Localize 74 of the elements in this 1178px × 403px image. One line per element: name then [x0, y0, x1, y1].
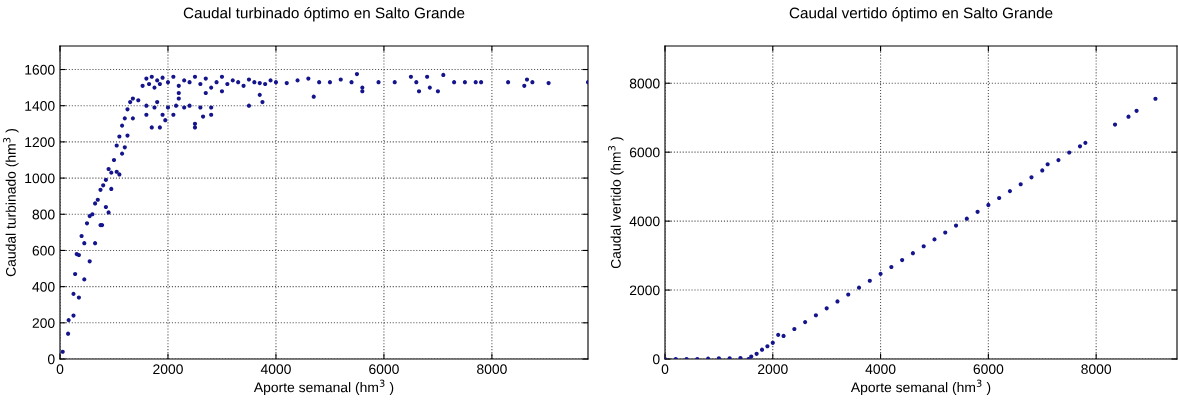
point [1045, 162, 1050, 167]
point [770, 340, 775, 345]
chart-title: Caudal turbinado óptimo en Salto Grande [183, 6, 465, 22]
point [986, 202, 991, 207]
point [776, 332, 781, 337]
point [824, 306, 829, 311]
point [1018, 182, 1023, 187]
point [695, 356, 700, 359]
point [754, 351, 759, 356]
x-tick-label: 6000 [369, 364, 399, 375]
x-tick-label: 0 [56, 364, 64, 375]
y-tick-label: 600 [32, 245, 55, 256]
x-tick-label: 8000 [477, 364, 507, 375]
y-tick-label: 800 [32, 209, 55, 220]
x-axis-title: Aporte semanal (hm$^{3}$ ) [253, 379, 394, 395]
point [943, 230, 948, 235]
y-tick-label: 400 [32, 281, 55, 292]
point [846, 292, 851, 297]
point [889, 264, 894, 270]
point [997, 195, 1002, 201]
point [759, 347, 765, 352]
y-tick-label: 6000 [629, 147, 660, 158]
y-tick-label: 1600 [25, 64, 55, 75]
point [765, 344, 770, 349]
point [792, 326, 797, 332]
point [813, 313, 818, 318]
y-tick-label: 1000 [25, 173, 55, 184]
point [706, 356, 711, 359]
point [867, 278, 872, 283]
y-tick-label: 0 [47, 354, 55, 365]
y-tick-label: 1200 [25, 137, 55, 148]
x-tick-label: 2000 [758, 364, 788, 375]
y-tick-label: 200 [32, 318, 55, 328]
point [665, 356, 668, 359]
point [1007, 189, 1013, 194]
x-axis-title: Aporte semanal (hm$^{3}$ ) [850, 379, 991, 395]
x-tick-label: 4000 [260, 364, 291, 375]
x-tick-label: 0 [661, 364, 669, 375]
point [727, 356, 732, 359]
x-tick-label: 6000 [973, 364, 1004, 375]
y-axis-title: Caudal vertido (hm$^{3}$ ) [608, 137, 624, 269]
point [878, 271, 883, 276]
point [1153, 96, 1158, 101]
x-tick-label: 4000 [865, 364, 896, 375]
point [1112, 122, 1118, 127]
point [910, 251, 915, 256]
point [1083, 140, 1088, 145]
x-tick-label: 8000 [1081, 364, 1112, 375]
point [835, 299, 840, 304]
y-axis-title: Caudal turbinado (hm$^{3}$ ) [3, 128, 19, 277]
point [1077, 144, 1083, 149]
point [964, 216, 969, 221]
y-tick-label: 4000 [629, 216, 660, 227]
point [921, 244, 926, 249]
point [975, 209, 980, 214]
point [673, 356, 678, 359]
y-tick-label: 2000 [629, 285, 660, 296]
y-tick-label: 0 [652, 354, 660, 365]
point [684, 356, 689, 359]
x-tick-label: 2000 [153, 364, 183, 375]
y-tick-label: 1400 [25, 101, 55, 111]
point [803, 320, 808, 325]
point [738, 355, 743, 359]
point [1134, 108, 1139, 113]
y-tick-label: 8000 [629, 78, 660, 89]
point [856, 285, 862, 290]
point [716, 356, 721, 359]
point [900, 257, 905, 263]
point [1040, 168, 1045, 173]
chart-title: Caudal vertido óptimo en Salto Grande [789, 6, 1053, 22]
point [953, 223, 959, 228]
point [1056, 158, 1061, 163]
point [781, 333, 786, 338]
point [1067, 150, 1072, 155]
